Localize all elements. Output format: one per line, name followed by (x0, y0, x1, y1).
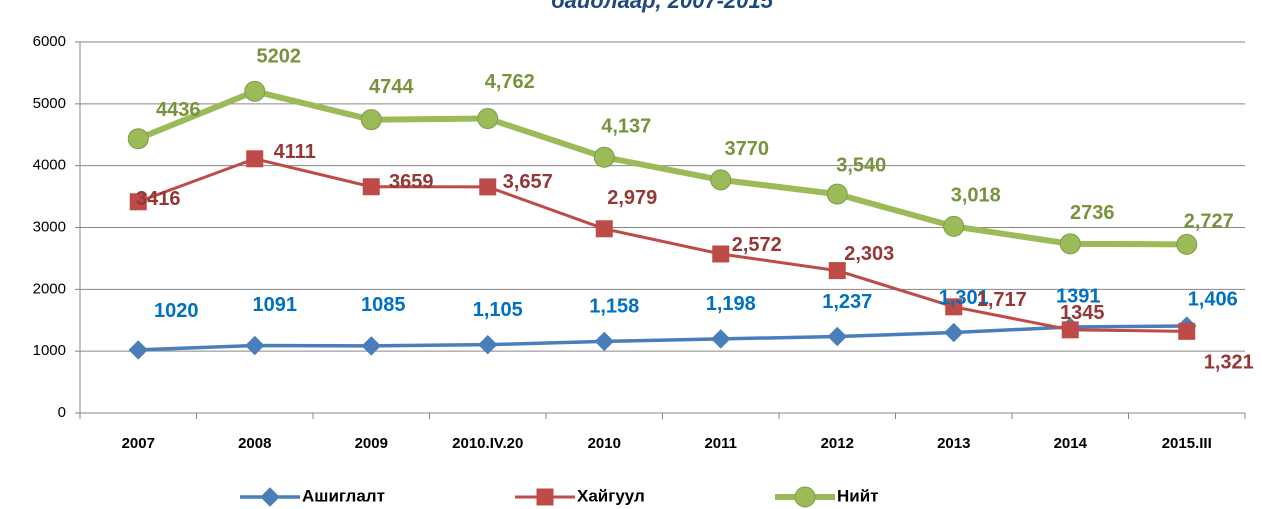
x-tick-label: 2015.III (1162, 435, 1212, 452)
y-tick-label: 3000 (33, 218, 66, 235)
marker (362, 178, 380, 196)
x-tick-label: 2012 (821, 435, 854, 452)
y-tick-label: 0 (58, 404, 66, 421)
data-label: 1085 (361, 294, 406, 316)
data-label: 2736 (1070, 202, 1115, 224)
marker (245, 335, 265, 356)
data-label: 1,237 (822, 291, 872, 313)
data-label: 1,717 (977, 289, 1027, 311)
y-tick-label: 1000 (33, 342, 66, 359)
marker (712, 245, 730, 263)
marker (593, 146, 615, 168)
data-label: 1391 (1056, 285, 1101, 307)
marker (127, 128, 149, 150)
data-label: 2,572 (732, 234, 782, 256)
legend-label: Ашиглалт (302, 486, 385, 505)
legend-label: Хайгуул (577, 486, 645, 505)
data-label: 2,979 (607, 187, 657, 209)
data-label: 4,762 (485, 71, 535, 93)
marker (826, 183, 848, 205)
marker (478, 334, 498, 355)
chart-title: байдлаар, 2007-2015 (551, 0, 774, 13)
x-tick-label: 2008 (238, 435, 271, 452)
data-label: 3416 (136, 188, 181, 210)
y-tick-label: 5000 (33, 95, 66, 112)
marker (128, 340, 148, 360)
data-label: 2,727 (1184, 211, 1234, 233)
x-tick-label: 2010 (588, 435, 621, 452)
marker (710, 169, 732, 191)
data-label: 3,018 (951, 185, 1001, 207)
series-line (138, 324, 1187, 352)
marker (595, 220, 613, 238)
series-line (137, 88, 1187, 248)
data-label: 3770 (725, 138, 770, 160)
marker (129, 193, 147, 211)
marker (945, 298, 963, 316)
marker (594, 331, 614, 352)
marker (711, 329, 731, 349)
data-label: 5202 (257, 46, 302, 68)
marker (794, 486, 816, 508)
marker (361, 336, 381, 356)
data-label: 4744 (369, 76, 414, 98)
data-label: 1,198 (706, 293, 756, 315)
x-tick-label: 2011 (704, 435, 737, 452)
data-label: 2,303 (844, 243, 894, 265)
legend-label: Нийт (837, 486, 879, 505)
data-label: 1,406 (1188, 288, 1238, 310)
data-label: 1345 (1060, 302, 1105, 324)
marker (479, 178, 497, 196)
marker (1061, 321, 1079, 339)
x-tick-label: 2013 (937, 435, 970, 452)
x-tick-label: 2010.IV.20 (452, 435, 523, 452)
marker (477, 108, 499, 130)
marker (536, 488, 554, 506)
marker (360, 109, 382, 131)
data-label: 3,540 (836, 154, 886, 176)
marker (246, 150, 264, 168)
data-label: 4436 (156, 99, 201, 121)
data-label: 1,321 (1204, 352, 1254, 374)
data-label: 4,137 (601, 115, 651, 137)
marker (827, 326, 847, 347)
marker (943, 215, 965, 237)
data-label: 1091 (253, 294, 298, 316)
data-label: 3,657 (503, 171, 553, 193)
marker (828, 262, 846, 280)
x-tick-label: 2014 (1054, 435, 1088, 452)
marker (1059, 233, 1081, 255)
x-tick-label: 2009 (355, 435, 388, 452)
data-label: 1,158 (589, 296, 639, 318)
marker (1176, 233, 1198, 255)
marker (1178, 322, 1196, 340)
data-label: 1020 (154, 300, 199, 322)
marker (944, 322, 964, 343)
y-tick-label: 2000 (33, 280, 66, 297)
marker (244, 80, 266, 102)
y-tick-label: 6000 (33, 33, 66, 50)
data-label: 1,301 (939, 287, 989, 309)
series-line (137, 157, 1187, 333)
y-tick-label: 4000 (33, 157, 66, 174)
data-label: 4111 (274, 141, 316, 163)
data-label: 3659 (389, 171, 434, 193)
x-tick-label: 2007 (122, 435, 155, 452)
data-label: 1,105 (473, 299, 523, 321)
marker (260, 487, 280, 507)
